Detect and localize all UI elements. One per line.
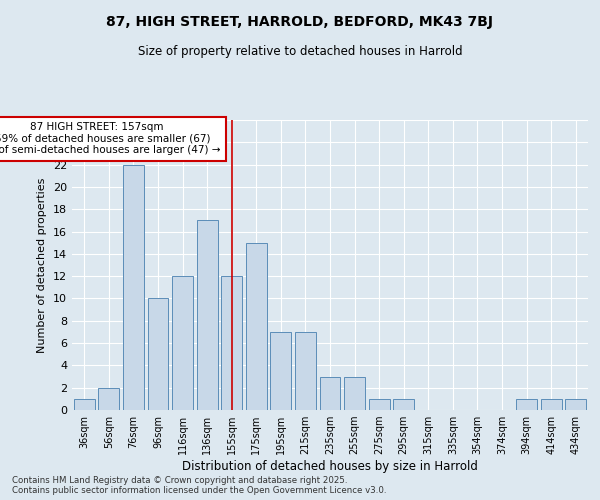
Text: 87 HIGH STREET: 157sqm
← 59% of detached houses are smaller (67)
41% of semi-det: 87 HIGH STREET: 157sqm ← 59% of detached… xyxy=(0,122,221,156)
Text: 87, HIGH STREET, HARROLD, BEDFORD, MK43 7BJ: 87, HIGH STREET, HARROLD, BEDFORD, MK43 … xyxy=(107,15,493,29)
Y-axis label: Number of detached properties: Number of detached properties xyxy=(37,178,47,352)
X-axis label: Distribution of detached houses by size in Harrold: Distribution of detached houses by size … xyxy=(182,460,478,473)
Bar xyxy=(344,376,365,410)
Bar xyxy=(368,399,389,410)
Bar xyxy=(246,242,267,410)
Bar xyxy=(393,399,414,410)
Bar xyxy=(271,332,292,410)
Bar xyxy=(541,399,562,410)
Bar xyxy=(123,164,144,410)
Bar xyxy=(98,388,119,410)
Bar xyxy=(197,220,218,410)
Bar xyxy=(148,298,169,410)
Bar xyxy=(320,376,340,410)
Bar xyxy=(172,276,193,410)
Bar xyxy=(295,332,316,410)
Bar xyxy=(516,399,537,410)
Bar xyxy=(74,399,95,410)
Bar xyxy=(565,399,586,410)
Text: Size of property relative to detached houses in Harrold: Size of property relative to detached ho… xyxy=(137,45,463,58)
Text: Contains HM Land Registry data © Crown copyright and database right 2025.
Contai: Contains HM Land Registry data © Crown c… xyxy=(12,476,386,495)
Bar xyxy=(221,276,242,410)
